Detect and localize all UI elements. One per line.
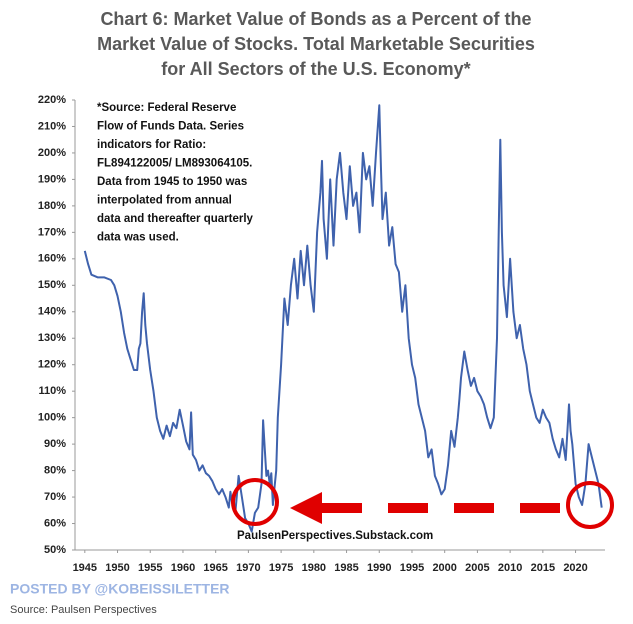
data-line <box>83 104 603 533</box>
watermark: PaulsenPerspectives.Substack.com <box>237 530 433 542</box>
y-tick-label: 220% <box>38 94 66 106</box>
y-tick-label: 120% <box>38 359 66 371</box>
x-tick-label: 2005 <box>465 562 489 574</box>
x-tick-label: 1980 <box>302 562 326 574</box>
y-tick-label: 100% <box>38 412 66 424</box>
y-tick-label: 180% <box>38 200 66 212</box>
source-note: *Source: Federal Reserve <box>97 102 236 114</box>
y-tick-label: 140% <box>38 306 66 318</box>
source-note: FL894122005/ LM893064105. <box>97 158 252 170</box>
y-tick-label: 90% <box>44 438 66 450</box>
x-tick-label: 1975 <box>269 562 293 574</box>
highlight <box>231 478 614 529</box>
x-tick-label: 2010 <box>498 562 522 574</box>
chart-title: Market Value of Stocks. Total Marketable… <box>97 34 535 54</box>
highlight-circle <box>231 478 279 526</box>
y-tick-label: 210% <box>38 120 66 132</box>
x-tick-label: 1950 <box>105 562 129 574</box>
arrow-head <box>290 492 322 524</box>
x-tick-label: 2020 <box>563 562 587 574</box>
y-tick-label: 170% <box>38 226 66 238</box>
posted-by: POSTED BY @KOBEISSILETTER <box>10 581 230 597</box>
source-note: Flow of Funds Data. Series <box>97 121 244 133</box>
highlight-circle <box>566 481 614 529</box>
y-tick-label: 150% <box>38 279 66 291</box>
x-tick-label: 2015 <box>531 562 555 574</box>
x-tick-label: 1965 <box>203 562 227 574</box>
chart-title: for All Sectors of the U.S. Economy* <box>161 59 470 79</box>
x-tick-label: 1955 <box>138 562 162 574</box>
y-tick-label: 160% <box>38 253 66 265</box>
chart-title: Chart 6: Market Value of Bonds as a Perc… <box>100 9 531 29</box>
y-tick-label: 190% <box>38 173 66 185</box>
y-tick-label: 80% <box>44 464 66 476</box>
x-tick-label: 1995 <box>400 562 424 574</box>
source-note: data was used. <box>97 232 179 244</box>
y-tick-label: 200% <box>38 147 66 159</box>
x-tick-label: 1970 <box>236 562 260 574</box>
x-tick-label: 1945 <box>73 562 97 574</box>
source-note: Data from 1945 to 1950 was <box>97 176 247 188</box>
y-tick-label: 50% <box>44 544 66 556</box>
source: Source: Paulsen Perspectives <box>10 604 157 616</box>
x-tick-label: 1985 <box>334 562 358 574</box>
x-tick-label: 1960 <box>171 562 195 574</box>
source-note: indicators for Ratio: <box>97 139 206 151</box>
y-tick-label: 60% <box>44 517 66 529</box>
y-tick-label: 70% <box>44 491 66 503</box>
x-tick-label: 2000 <box>432 562 456 574</box>
x-tick-label: 1990 <box>367 562 391 574</box>
source-note: interpolated from annual <box>97 195 232 207</box>
y-tick-label: 110% <box>38 385 66 397</box>
y-tick-label: 130% <box>38 332 66 344</box>
source-note: data and thereafter quarterly <box>97 213 254 225</box>
